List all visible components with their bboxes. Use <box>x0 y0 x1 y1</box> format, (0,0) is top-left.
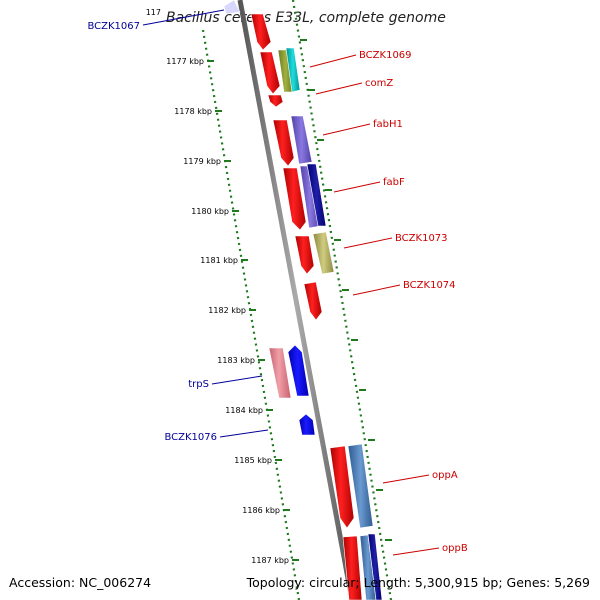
gene-oppA[interactable] <box>329 445 355 529</box>
gene-oppB-hit-navy[interactable] <box>367 533 383 600</box>
genome-backbone <box>237 0 355 600</box>
label-BCZK1067[interactable]: BCZK1067 <box>87 21 140 32</box>
gene-trpS-pink[interactable] <box>268 347 292 399</box>
map-title: Bacillus cereus E33L, complete genome <box>166 10 446 26</box>
gene-BCZK1074[interactable] <box>303 281 323 321</box>
scale-ticks <box>207 39 392 561</box>
gene-fabF-hit-navy[interactable] <box>306 163 327 227</box>
gene-comZ[interactable] <box>267 94 284 108</box>
kbp-label-1179: 1179 kbp <box>183 157 221 166</box>
gene-oppB[interactable] <box>342 535 363 600</box>
reverse-genes <box>223 0 316 436</box>
label-BCZK1076[interactable]: BCZK1076 <box>164 432 217 443</box>
label-fabF[interactable]: fabF <box>383 177 405 188</box>
gene-BCZK1073-hit[interactable] <box>312 231 335 275</box>
gene-fabH1[interactable] <box>272 119 295 167</box>
label-oppA[interactable]: oppA <box>432 470 458 481</box>
kbp-label-1182: 1182 kbp <box>208 306 246 315</box>
gene-trpS[interactable] <box>287 344 310 397</box>
gene-block-top[interactable] <box>250 13 272 51</box>
gene-BCZK1067[interactable] <box>223 0 241 15</box>
reverse-label-leaders <box>142 9 269 438</box>
gene-fabF[interactable] <box>282 167 307 231</box>
kbp-label-1181: 1181 kbp <box>200 256 238 265</box>
label-BCZK1073[interactable]: BCZK1073 <box>395 233 448 244</box>
label-fabH1[interactable]: fabH1 <box>373 119 403 130</box>
kbp-label-1184: 1184 kbp <box>225 406 263 415</box>
label-trpS[interactable]: trpS <box>188 379 209 390</box>
gene-BCZK1069-hit-cyan[interactable] <box>285 47 301 93</box>
scale-labels: 117 1177 kbp 1178 kbp 1179 kbp 1180 kbp … <box>146 8 289 565</box>
accession-text: Accession: NC_006274 <box>9 575 152 590</box>
gene-BCZK1073[interactable] <box>294 235 315 275</box>
kbp-label-1180: 1180 kbp <box>191 207 229 216</box>
kbp-label-partial: 117 <box>146 8 161 17</box>
label-BCZK1069[interactable]: BCZK1069 <box>359 50 412 61</box>
gene-fabH1-hit[interactable] <box>290 115 313 165</box>
label-BCZK1074[interactable]: BCZK1074 <box>403 280 456 291</box>
reverse-gene-labels: BCZK1067 trpS BCZK1076 <box>87 21 217 443</box>
gene-oppA-hit[interactable] <box>347 443 374 529</box>
inner-scale-track <box>201 29 301 600</box>
gene-BCZK1076[interactable] <box>298 413 316 436</box>
label-oppB[interactable]: oppB <box>442 543 468 554</box>
gene-oppB-hit-steel[interactable] <box>359 534 377 600</box>
forward-gene-labels: BCZK1069 comZ fabH1 fabF BCZK1073 BCZK10… <box>359 50 468 554</box>
kbp-label-1185: 1185 kbp <box>234 456 272 465</box>
kbp-label-1186: 1186 kbp <box>242 506 280 515</box>
genome-summary-text: Topology: circular; Length: 5,300,915 bp… <box>246 575 590 590</box>
label-comZ[interactable]: comZ <box>365 78 393 89</box>
kbp-label-1178: 1178 kbp <box>174 107 212 116</box>
kbp-label-1183: 1183 kbp <box>217 356 255 365</box>
forward-label-leaders <box>309 54 440 556</box>
kbp-label-1177: 1177 kbp <box>166 57 204 66</box>
kbp-label-1187: 1187 kbp <box>251 556 289 565</box>
gene-BCZK1069[interactable] <box>259 51 281 95</box>
forward-genes <box>250 13 383 600</box>
